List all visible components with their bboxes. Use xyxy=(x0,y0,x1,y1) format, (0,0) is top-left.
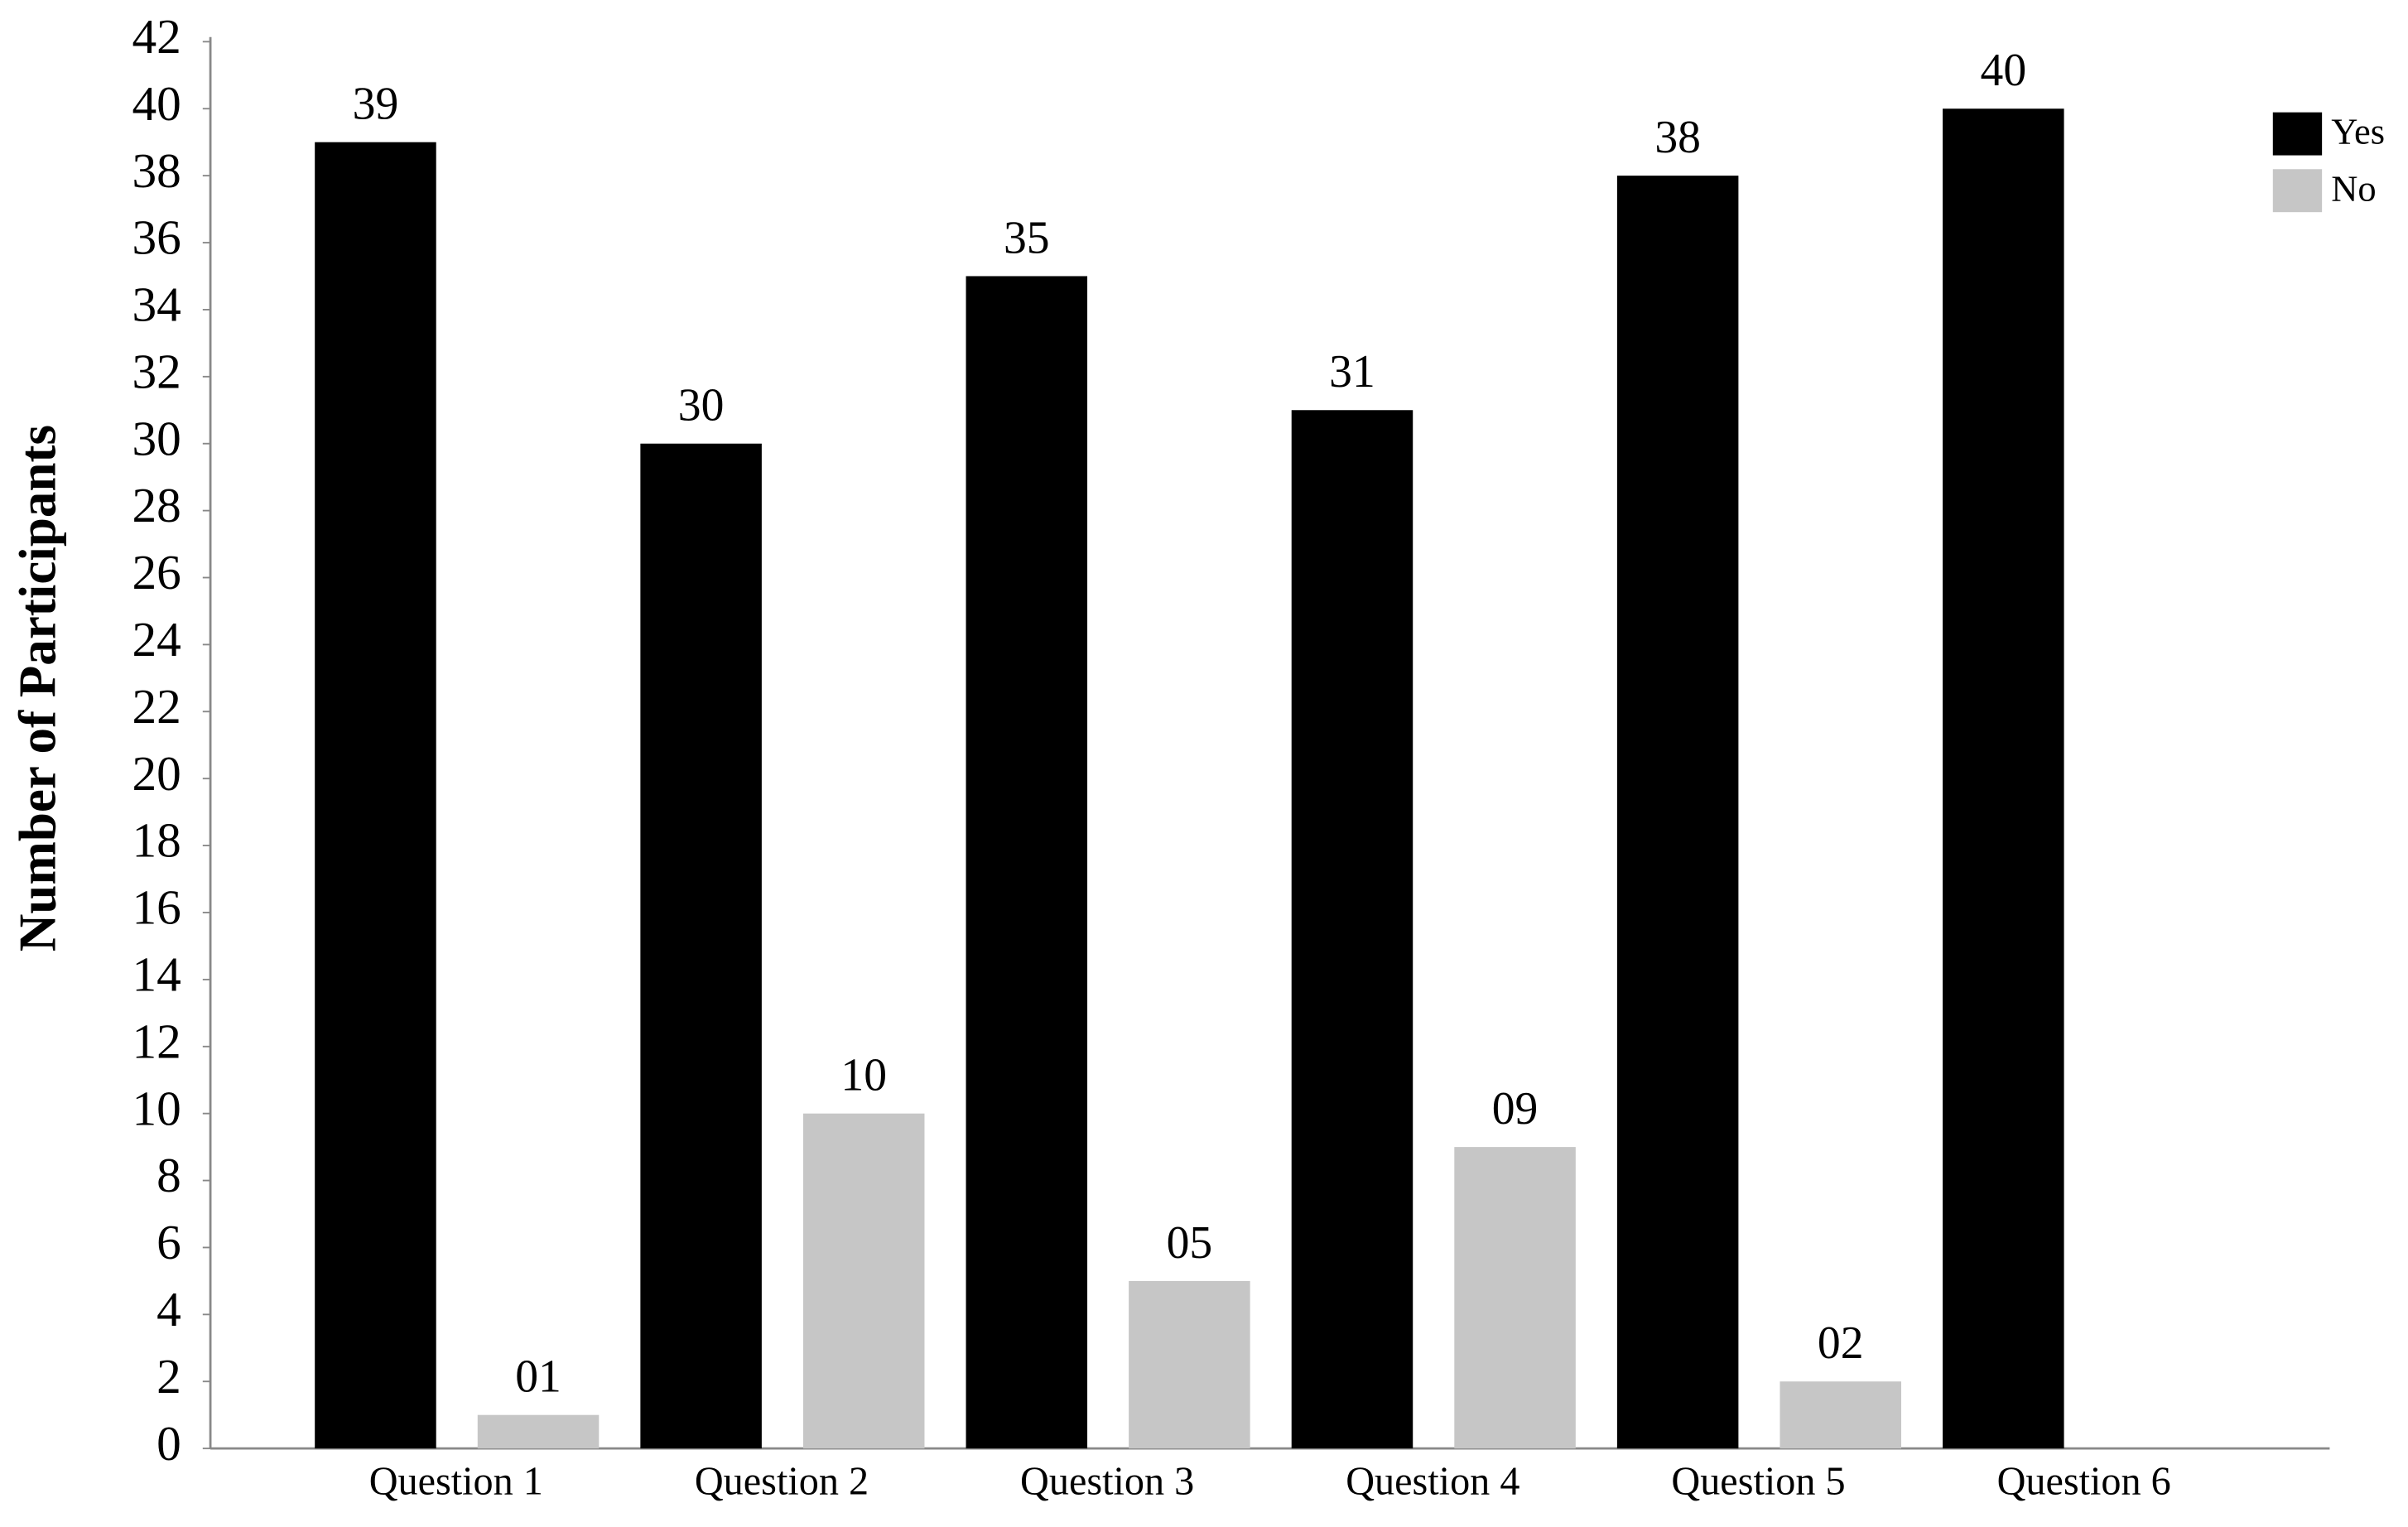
data-label: 02 xyxy=(1818,1317,1864,1369)
y-tick-label: 24 xyxy=(132,612,181,667)
bar xyxy=(1943,108,2064,1449)
y-tick-label: 0 xyxy=(157,1416,181,1471)
x-tick-label: Question 1 xyxy=(369,1460,543,1504)
x-tick-label: Question 2 xyxy=(695,1460,869,1504)
y-tick-label: 8 xyxy=(157,1148,181,1202)
legend-label: No xyxy=(2331,167,2376,209)
x-tick-label: Question 4 xyxy=(1346,1460,1519,1504)
y-tick-label: 14 xyxy=(132,947,181,1002)
y-tick-label: 30 xyxy=(132,411,181,465)
bar xyxy=(966,276,1088,1449)
y-tick-label: 10 xyxy=(132,1081,181,1135)
data-label: 30 xyxy=(678,380,725,431)
bar xyxy=(802,1113,925,1449)
y-tick-label: 12 xyxy=(132,1014,181,1068)
y-tick-label: 20 xyxy=(132,746,181,801)
bar xyxy=(1129,1280,1250,1449)
data-label: 39 xyxy=(353,79,399,130)
data-label: 09 xyxy=(1492,1083,1539,1134)
legend-swatch xyxy=(2272,112,2323,156)
y-tick-label: 28 xyxy=(132,478,181,532)
y-tick-label: 6 xyxy=(157,1215,181,1269)
legend-label: Yes xyxy=(2331,111,2385,152)
bar xyxy=(477,1414,600,1449)
y-tick-label: 42 xyxy=(132,9,181,64)
data-label: 31 xyxy=(1329,346,1375,397)
y-tick-label: 4 xyxy=(157,1282,181,1337)
x-tick-label: Question 6 xyxy=(1997,1460,2171,1504)
bar xyxy=(640,443,762,1449)
data-label: 05 xyxy=(1167,1217,1213,1269)
y-tick-label: 36 xyxy=(132,210,181,265)
data-label: 10 xyxy=(840,1050,887,1101)
y-tick-label: 18 xyxy=(132,813,181,868)
bar xyxy=(315,142,436,1449)
bar xyxy=(1616,176,1739,1449)
data-label: 38 xyxy=(1654,112,1701,163)
data-label: 01 xyxy=(515,1351,561,1403)
y-tick-label: 32 xyxy=(132,344,181,398)
bar xyxy=(1291,410,1413,1449)
x-tick-label: Question 5 xyxy=(1671,1460,1845,1504)
y-tick-label: 26 xyxy=(132,545,181,600)
y-tick-label: 16 xyxy=(132,880,181,935)
y-tick-label: 40 xyxy=(132,76,181,131)
x-tick-label: Question 3 xyxy=(1020,1460,1194,1504)
legend-swatch xyxy=(2272,169,2323,213)
data-label: 35 xyxy=(1004,212,1050,263)
y-tick-label: 2 xyxy=(157,1349,181,1404)
y-axis-label: Number of Participants xyxy=(8,425,66,951)
bar xyxy=(1780,1381,1901,1449)
y-tick-label: 34 xyxy=(132,277,181,332)
y-tick-label: 22 xyxy=(132,679,181,734)
bar xyxy=(1454,1147,1576,1449)
data-label: 40 xyxy=(1981,45,2027,96)
y-tick-label: 38 xyxy=(132,143,181,198)
